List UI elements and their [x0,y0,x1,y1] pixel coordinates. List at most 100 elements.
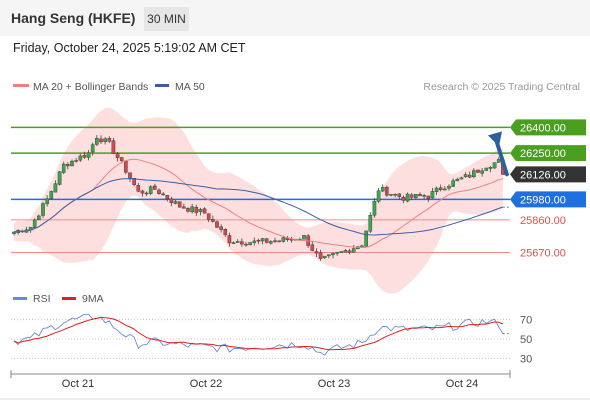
candle-body-17 [82,154,87,158]
candle-body-81 [347,250,352,253]
candle-body-109 [463,174,468,178]
candle-body-103 [438,187,443,191]
candle-body-106 [451,180,455,187]
candle-body-111 [472,170,476,178]
candle-body-96 [409,194,414,198]
x-tick-label-3: Oct 24 [446,378,478,390]
rsi-panel: 70 50 30 [11,313,532,365]
candle-body-19 [90,144,95,153]
legend-ma20-swatch [13,84,29,87]
candle-body-52 [227,235,232,244]
candle-body-72 [310,244,315,251]
candle-body-93 [397,193,402,197]
level-lines [11,126,510,253]
candle-body-11 [57,171,62,185]
candle-body-95 [405,193,410,202]
current-price-label-bg [510,166,586,183]
ma50-line [13,178,504,236]
candle-body-61 [264,238,269,243]
candle-body-50 [219,226,223,230]
current-price-label: 26126.00 [520,169,566,181]
rsi-legend: RSI 9MA [13,293,104,305]
candle-body-108 [459,177,464,180]
instrument-title: Hang Seng (HKFE) [11,10,136,26]
level-label-0: 26400.00 [520,122,566,134]
candle-body-16 [78,155,83,161]
candlesticks [12,135,505,261]
level-label-2: 25980.00 [520,194,566,206]
candle-body-33 [148,186,153,194]
candle-body-90 [385,186,389,196]
top-bar [0,0,590,36]
report-datetime: Friday, October 24, 2025 5:19:02 AM CET [13,41,246,55]
candle-body-87 [372,200,377,216]
candle-body-116 [492,162,497,169]
candle-body-58 [252,240,257,243]
credit-text: Research © 2025 Trading Central [423,81,580,93]
candle-body-59 [256,240,261,242]
candle-body-32 [144,192,149,195]
candle-body-97 [414,194,418,198]
candle-body-48 [211,219,215,222]
level-label-3: 25860.00 [520,215,566,227]
candle-body-98 [418,194,422,197]
candle-body-24 [111,140,116,154]
candle-body-65 [281,237,286,242]
bollinger-band-area [14,107,503,294]
candle-body-76 [327,254,331,257]
candle-body-55 [240,241,244,245]
candle-body-53 [231,242,236,244]
candle-body-60 [260,238,265,242]
level-label-1: 26250.00 [520,148,566,160]
ma20-line [13,158,504,249]
legend-9ma-swatch [62,297,76,300]
candle-body-77 [331,253,335,256]
candle-body-92 [393,193,397,196]
level-label-1-bg [510,145,586,162]
candle-body-78 [335,252,339,254]
level-label-0-bg [510,119,586,136]
candle-body-115 [488,167,493,169]
x-tick-label-1: Oct 22 [190,378,222,390]
candle-body-70 [302,235,306,240]
level-labels: 26400.00 26250.00 25980.00 25860.00 25670.00… [510,119,586,259]
candle-body-42 [186,208,190,212]
candle-body-112 [476,169,480,173]
candle-body-51 [223,228,228,236]
candle-body-12 [61,163,66,173]
arrow-head [488,131,502,147]
candle-body-29 [132,177,136,185]
level-label-4: 25670.00 [520,247,566,259]
candle-body-20 [95,137,99,145]
legend-ma50-swatch [155,84,169,87]
candle-body-63 [273,240,277,242]
candle-body-34 [153,185,157,190]
candle-body-15 [74,160,78,162]
candle-body-88 [376,190,381,202]
x-tick-label-2: Oct 23 [318,378,350,390]
candle-body-80 [343,250,348,253]
candle-body-35 [157,189,161,194]
legend-rsi-swatch [13,297,27,300]
candle-body-23 [107,137,112,142]
level-label-2-bg [510,191,586,208]
candle-body-100 [426,195,431,199]
candle-body-117 [496,159,501,163]
candle-body-89 [380,187,385,192]
candle-body-28 [128,172,132,179]
rsi-tick-2: 30 [520,353,532,365]
candle-body-114 [484,167,489,171]
candle-body-30 [136,185,141,192]
timeframe-button[interactable]: 30 MIN [144,7,189,31]
candle-body-46 [202,208,207,214]
candle-body-105 [447,186,451,189]
candle-body-5 [32,219,37,229]
candle-body-26 [119,157,124,161]
legend-ma20-label: MA 20 + Bollinger Bands [33,81,148,93]
candle-body-104 [443,188,447,191]
candle-body-41 [182,206,186,209]
candle-body-57 [248,242,252,246]
candle-body-94 [401,197,406,201]
main-legend: MA 20 + Bollinger Bands MA 50 [13,81,205,93]
